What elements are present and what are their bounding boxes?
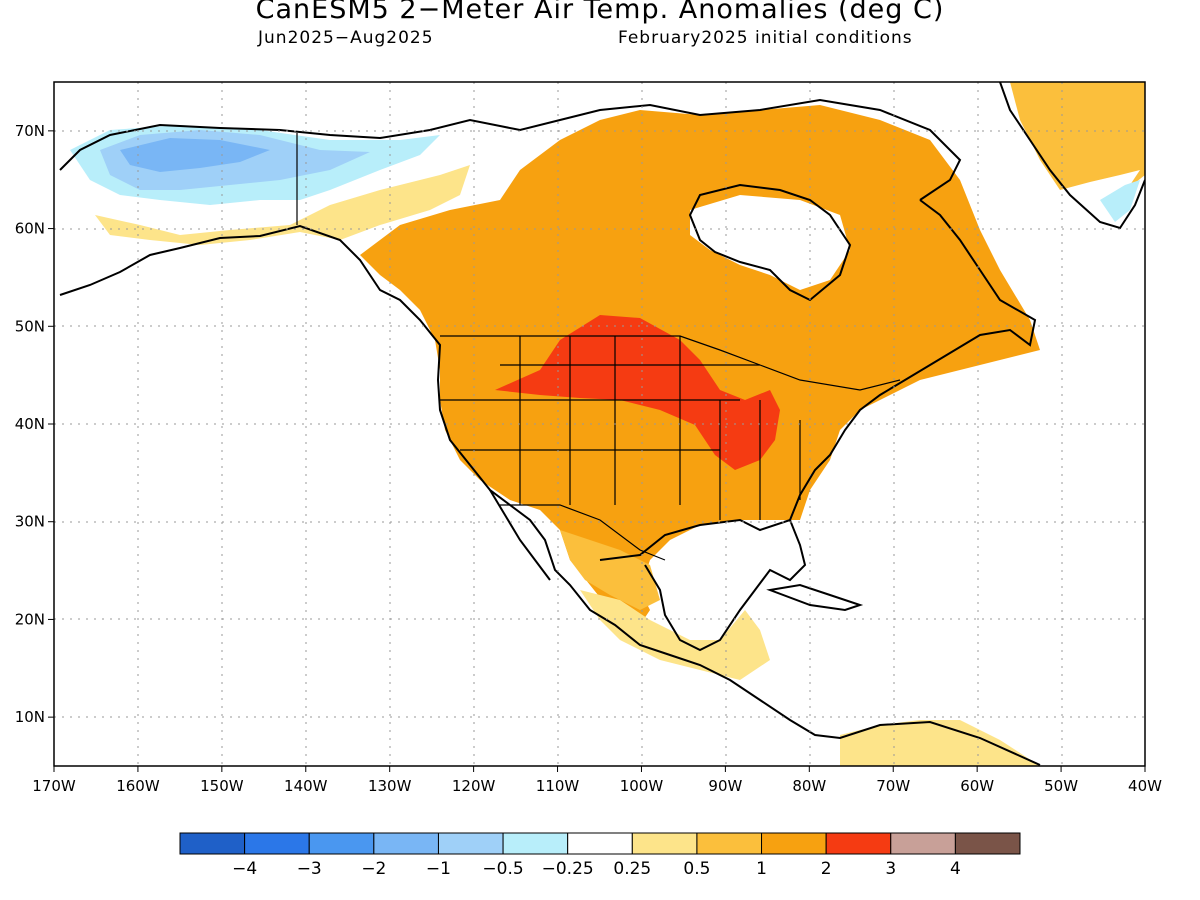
forecast-period: Jun2025−Aug2025	[258, 28, 434, 48]
legend-label: −1	[426, 859, 451, 879]
lon-tick-label: 90W	[708, 777, 742, 795]
legend-label: −0.25	[542, 859, 594, 879]
lon-tick-label: 80W	[792, 777, 826, 795]
lon-tick-label: 170W	[32, 777, 76, 795]
legend-label: 0.5	[683, 859, 710, 879]
greenland-warm-shade	[1010, 82, 1145, 205]
lon-tick-label: 120W	[452, 777, 496, 795]
map-title: CanESM5 2−Meter Air Temp. Anomalies (deg…	[255, 0, 945, 25]
greenland-cool-shade	[1100, 180, 1140, 222]
lat-tick-label: 70N	[15, 122, 45, 140]
legend-swatch	[244, 832, 310, 855]
central-us-hot-shade	[495, 315, 780, 470]
greenland-coastline	[999, 82, 1145, 230]
legend-label: 1	[756, 859, 767, 879]
lat-tick-label: 10N	[15, 708, 45, 726]
lon-tick-label: 130W	[368, 777, 412, 795]
lat-tick-label: 40N	[15, 415, 45, 433]
east-coastline	[789, 199, 1037, 521]
legend-swatch	[437, 832, 504, 855]
legend-label: −4	[232, 859, 257, 879]
map-layers	[59, 82, 1145, 766]
lon-tick-label: 50W	[1044, 777, 1078, 795]
baja-coastline	[489, 489, 551, 581]
lon-tick-label: 100W	[620, 777, 664, 795]
alaska-coastline	[59, 123, 431, 171]
initial-conditions: February2025 initial conditions	[618, 28, 913, 48]
longitude-axis: 170W 160W 150W 140W 130W 120W 110W 100W 90W 80W 70…	[32, 766, 1162, 795]
arctic-coastline	[429, 98, 962, 201]
legend-swatch	[954, 832, 1021, 855]
lat-tick-label: 60N	[15, 220, 45, 238]
lon-tick-label: 40W	[1128, 777, 1162, 795]
legend-swatch	[631, 832, 698, 855]
latitude-axis: 70N 60N 50N 40N 30N 20N 10N	[15, 122, 54, 726]
legend-swatch	[567, 832, 633, 855]
lon-tick-label: 160W	[116, 777, 160, 795]
legend-label: 3	[885, 859, 896, 879]
north-america-coastline	[59, 224, 1041, 766]
legend-label: 2	[821, 859, 832, 879]
lon-tick-label: 140W	[284, 777, 328, 795]
legend-label: 4	[950, 859, 961, 879]
legend-swatch	[308, 832, 375, 855]
legend-label: −0.5	[482, 859, 523, 879]
us-state-lines	[440, 336, 801, 520]
legend-swatch	[373, 832, 439, 855]
lat-tick-label: 20N	[15, 610, 45, 628]
lon-tick-label: 110W	[536, 777, 580, 795]
legend-label: −3	[297, 859, 322, 879]
graticule	[54, 82, 1145, 766]
mexico-warm-shade	[560, 530, 660, 610]
legend-swatch	[890, 832, 956, 855]
lat-tick-label: 30N	[15, 513, 45, 531]
alaska-very-cool-shade	[120, 138, 270, 172]
lon-tick-label: 70W	[876, 777, 910, 795]
political-borders	[296, 133, 901, 561]
legend-swatch	[502, 832, 569, 855]
mexico-mild-shade	[580, 590, 770, 680]
legend-label: −2	[361, 859, 386, 879]
lon-tick-label: 60W	[960, 777, 994, 795]
alaska-mild-shade	[95, 165, 470, 245]
gulf-coastline	[599, 518, 807, 652]
legend-label: 0.25	[613, 859, 651, 879]
color-legend: −4 −3 −2 −1 −0.5 −0.25 0.25 0.5 1 2 3 4	[179, 832, 1021, 879]
cuba-coastline	[766, 583, 864, 612]
legend-swatch	[761, 832, 827, 855]
legend-swatch	[179, 832, 246, 855]
south-america-mild-shade	[840, 720, 1040, 766]
legend-swatch	[696, 832, 763, 855]
us-mexico-border	[500, 504, 666, 561]
hudson-bay-coastline	[688, 183, 852, 302]
lon-tick-label: 150W	[200, 777, 244, 795]
lat-tick-label: 50N	[15, 317, 45, 335]
legend-swatch	[825, 832, 892, 855]
coastlines	[59, 82, 1145, 766]
